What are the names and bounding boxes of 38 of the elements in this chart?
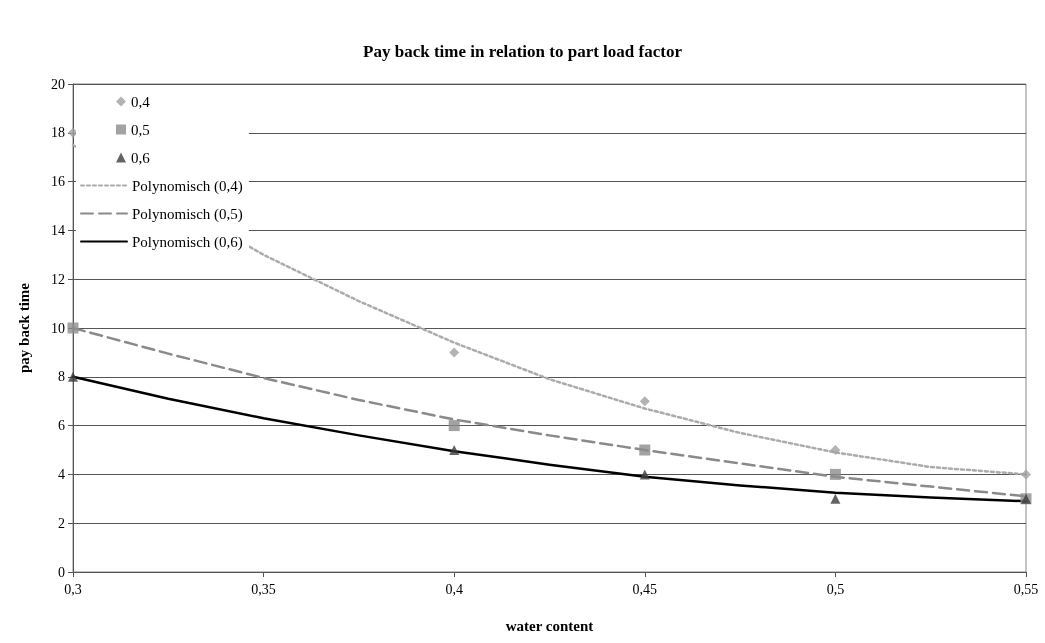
legend-label: Polynomisch (0,4) xyxy=(132,177,243,195)
point xyxy=(448,420,460,432)
point xyxy=(830,493,841,504)
x-tick-label: 0,35 xyxy=(251,581,276,597)
y-tick-label: 20 xyxy=(51,76,65,92)
point xyxy=(449,445,460,455)
point xyxy=(639,469,650,480)
point xyxy=(830,445,841,455)
chart-title: Pay back time in relation to part load factor xyxy=(363,42,683,61)
y-tick-label: 14 xyxy=(51,222,65,238)
point xyxy=(639,444,651,456)
point xyxy=(449,347,460,358)
x-tick-label: 0,5 xyxy=(826,581,845,597)
point xyxy=(639,396,650,407)
x-tick-label: 0,55 xyxy=(1013,581,1039,597)
x-axis-title: water content xyxy=(505,617,594,634)
x-tick-label: 0,3 xyxy=(64,581,82,597)
x-tick-label: 0,4 xyxy=(445,581,463,597)
legend-label: 0,4 xyxy=(131,93,151,110)
point xyxy=(829,468,841,480)
y-tick-label: 12 xyxy=(51,271,65,287)
y-tick-label: 8 xyxy=(58,369,65,385)
point xyxy=(68,371,78,382)
point xyxy=(1021,469,1031,480)
y-tick-label: 2 xyxy=(58,515,65,531)
legend-label: Polynomisch (0,5) xyxy=(132,205,243,223)
legend-label: 0,6 xyxy=(131,149,151,166)
y-axis-title: pay back time xyxy=(15,282,32,373)
legend-label: 0,5 xyxy=(131,121,150,138)
y-tick-label: 4 xyxy=(58,466,65,482)
x-tick-label: 0,45 xyxy=(632,581,658,597)
y-tick-label: 6 xyxy=(58,418,65,434)
legend-label: Polynomisch (0,6) xyxy=(132,233,243,251)
y-tick-label: 16 xyxy=(51,174,65,190)
y-tick-label: 10 xyxy=(51,320,65,336)
y-tick-label: 18 xyxy=(51,125,65,141)
y-tick-label: 0 xyxy=(58,564,65,580)
point xyxy=(67,322,79,334)
